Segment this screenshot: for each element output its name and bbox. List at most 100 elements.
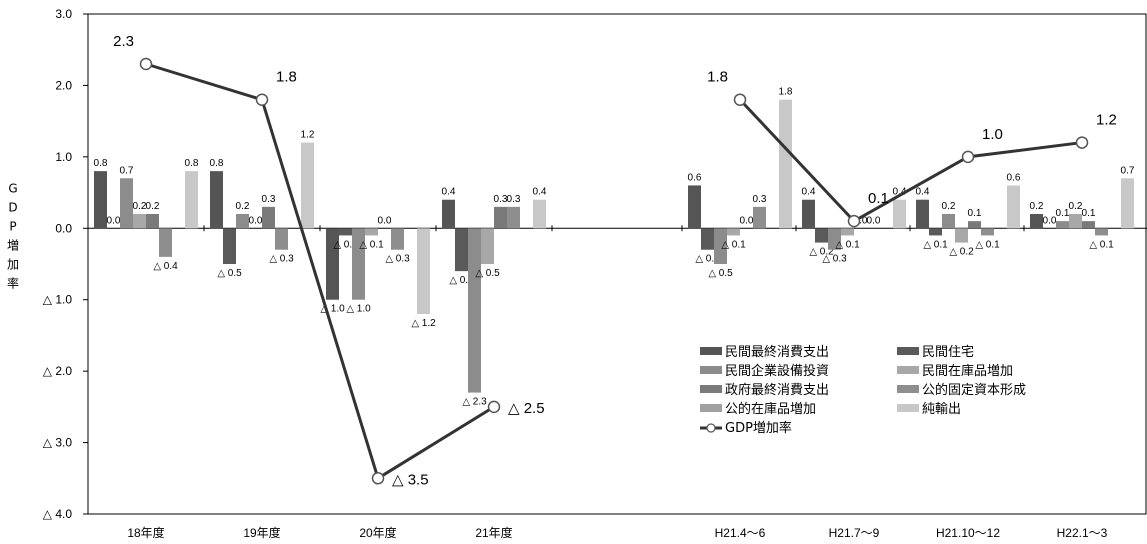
bar-data-label: △ 0.5 <box>217 268 242 279</box>
x-category-label: H22.1～3 <box>1057 526 1108 540</box>
gdp-data-label: 1.0 <box>982 126 1003 143</box>
bar <box>981 228 994 236</box>
bar <box>417 228 430 314</box>
bar-data-label: 0.0 <box>854 215 868 226</box>
bar <box>1121 178 1134 229</box>
bar-data-label: 0.8 <box>185 158 199 169</box>
y-tick-label: △ 3.0 <box>43 436 73 450</box>
legend-swatch <box>700 347 722 355</box>
bar-data-label: 0.3 <box>262 194 276 205</box>
legend-swatch <box>897 404 919 412</box>
y-axis-label-char: 加 <box>7 258 19 272</box>
bar <box>841 228 854 236</box>
gdp-point-marker <box>487 400 501 414</box>
bar <box>1082 221 1095 229</box>
bar-data-label: △ 0.6 <box>449 275 474 286</box>
bar-data-label: △ 0.2 <box>809 247 834 258</box>
gdp-point-marker <box>139 57 153 71</box>
y-axis-label-char: G <box>8 182 17 196</box>
y-tick-label: △ 2.0 <box>43 364 73 378</box>
bar-data-label: 0.0 <box>867 215 881 226</box>
bar <box>455 228 468 272</box>
bar-data-label: 0.3 <box>753 194 767 205</box>
legend-label: 政府最終消費支出 <box>725 382 829 398</box>
bar-data-label: 0.0 <box>378 215 392 226</box>
y-axis-label-char: D <box>8 201 17 215</box>
gdp-point-marker <box>371 472 385 485</box>
bar <box>442 199 455 229</box>
bar-data-label: △ 0.3 <box>269 254 294 265</box>
bar-data-label: △ 0.5 <box>708 268 733 279</box>
legend-label: 民間在庫品増加 <box>922 364 1013 379</box>
gdp-data-label: 1.8 <box>276 69 297 86</box>
bar-data-label: △ 1.0 <box>346 304 371 315</box>
bar-data-label: △ 1.0 <box>320 304 345 315</box>
bar <box>1030 214 1043 229</box>
bar <box>236 214 249 229</box>
bar-data-label: △ 0.1 <box>923 239 948 250</box>
bar <box>339 228 352 236</box>
y-axis-label-char: P <box>9 220 16 234</box>
bar <box>1056 221 1069 229</box>
gdp-data-label: 0.1 <box>868 190 889 207</box>
legend-swatch <box>700 385 722 393</box>
bar-data-label: △ 0.5 <box>475 268 500 279</box>
y-tick-label: △ 4.0 <box>43 507 73 521</box>
bar <box>1095 228 1108 236</box>
bar <box>301 142 314 229</box>
bar <box>893 199 906 229</box>
bar <box>185 171 198 229</box>
bar-data-label: △ 0.1 <box>359 239 384 250</box>
legend-label: 純輸出 <box>922 402 961 417</box>
legend-label: 公的固定資本形成 <box>922 382 1026 398</box>
bar <box>120 178 133 229</box>
bar-data-label: △ 0.2 <box>949 247 974 258</box>
bar-data-label: 0.1 <box>1082 208 1096 219</box>
plot-area-border <box>87 13 1147 515</box>
x-category-label: H21.4～6 <box>715 526 766 540</box>
bar <box>391 228 404 250</box>
bar <box>916 199 929 229</box>
bar-data-label: 0.4 <box>442 187 456 198</box>
legend-label: 民間企業設備投資 <box>725 363 829 379</box>
bar-data-label: △ 0.3 <box>822 254 847 265</box>
bar <box>326 228 339 300</box>
bar-data-label: △ 0.1 <box>1089 239 1114 250</box>
bar-data-label: △ 0.1 <box>975 239 1000 250</box>
bar-data-label: △ 0.4 <box>153 261 178 272</box>
bar <box>275 228 288 250</box>
bar <box>210 171 223 229</box>
bar-data-label: 0.4 <box>533 187 547 198</box>
gdp-point-marker <box>1075 136 1089 149</box>
bar-data-label: △ 0.3 <box>385 254 410 265</box>
y-tick-label: 0.0 <box>55 221 72 235</box>
bar <box>94 171 107 229</box>
bar-data-label: △ 1.2 <box>411 318 436 329</box>
bar-data-label: △ 0.1 <box>835 239 860 250</box>
bar <box>507 206 520 229</box>
bar-data-label: 0.2 <box>236 201 250 212</box>
legend-swatch <box>897 366 919 374</box>
bar-data-label: 1.2 <box>301 130 315 141</box>
x-category-label: 19年度 <box>243 525 280 540</box>
legend-swatch <box>700 366 722 374</box>
bar <box>942 214 955 229</box>
bar <box>223 228 236 264</box>
bar-data-label: 0.0 <box>1043 215 1057 226</box>
y-tick-label: △ 1.0 <box>43 293 73 307</box>
bar-data-label: 0.2 <box>942 201 956 212</box>
bar <box>133 214 146 229</box>
bar <box>146 214 159 229</box>
bar <box>815 228 828 243</box>
bar <box>365 228 378 236</box>
legend-label: GDP増加率 <box>725 420 792 436</box>
legend-label: 民間最終消費支出 <box>725 344 829 360</box>
y-tick-label: 3.0 <box>55 7 72 21</box>
bar-data-label: 0.0 <box>107 215 121 226</box>
bar <box>802 199 815 229</box>
legend-swatch <box>897 347 919 355</box>
legend-label: 民間住宅 <box>922 345 974 360</box>
bar <box>688 185 701 229</box>
gdp-point-marker <box>255 93 269 106</box>
